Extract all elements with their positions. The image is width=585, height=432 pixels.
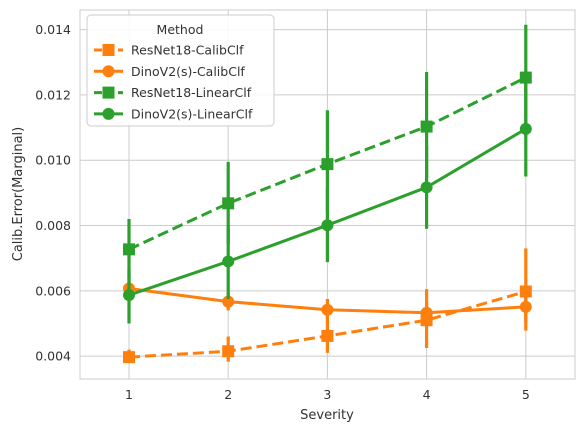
legend-marker [102, 44, 115, 56]
legend-marker [102, 86, 115, 99]
x-axis-ticks: 1 2 3 4 5 [125, 387, 530, 402]
data-point [123, 351, 135, 364]
data-point [123, 243, 135, 256]
y-axis-label: Calib.Error(Marginal) [11, 127, 26, 261]
y-tick-label: 0.014 [35, 22, 71, 37]
legend-item: DinoV2(s)-LinearClf [94, 106, 253, 121]
data-point [420, 120, 433, 133]
data-point [519, 71, 532, 84]
data-point [321, 219, 334, 232]
x-tick-label: 1 [125, 387, 133, 402]
data-point [321, 329, 334, 342]
data-point [222, 345, 235, 358]
legend-item: ResNet18-LinearClf [94, 85, 252, 100]
legend: Method ResNet18-CalibClf DinoV2(s)-CalibC… [86, 14, 275, 127]
y-tick-label: 0.008 [35, 218, 71, 233]
legend-label: ResNet18-LinearClf [131, 85, 252, 100]
y-tick-label: 0.010 [35, 153, 71, 168]
legend-label: DinoV2(s)-CalibClf [131, 64, 245, 79]
y-tick-label: 0.012 [35, 87, 71, 102]
legend-marker [102, 65, 115, 78]
series-layer [123, 24, 532, 364]
x-tick-label: 2 [224, 387, 232, 402]
data-point [222, 197, 235, 210]
x-tick-label: 5 [522, 387, 530, 402]
x-tick-label: 3 [323, 387, 331, 402]
data-point [222, 255, 235, 268]
x-axis-label: Severity [300, 408, 354, 423]
y-axis-ticks: 0.004 0.006 0.008 0.010 0.012 0.014 [35, 22, 71, 364]
data-point [420, 306, 433, 319]
series-3 [123, 81, 532, 324]
data-point [222, 295, 235, 308]
data-point [123, 289, 135, 302]
data-point [519, 300, 532, 313]
y-tick-label: 0.006 [35, 283, 71, 298]
y-tick-label: 0.004 [35, 349, 71, 364]
data-point [420, 181, 433, 194]
legend-label: ResNet18-CalibClf [131, 43, 244, 58]
x-tick-label: 4 [423, 387, 431, 402]
data-point [321, 158, 334, 171]
legend-label: DinoV2(s)-LinearClf [131, 106, 253, 121]
legend-item: ResNet18-CalibClf [94, 43, 244, 58]
legend-box [86, 14, 275, 127]
legend-marker [102, 107, 115, 120]
data-point [519, 122, 532, 135]
legend-item: DinoV2(s)-CalibClf [94, 64, 245, 79]
legend-title: Method [157, 22, 204, 37]
data-point [321, 303, 334, 316]
